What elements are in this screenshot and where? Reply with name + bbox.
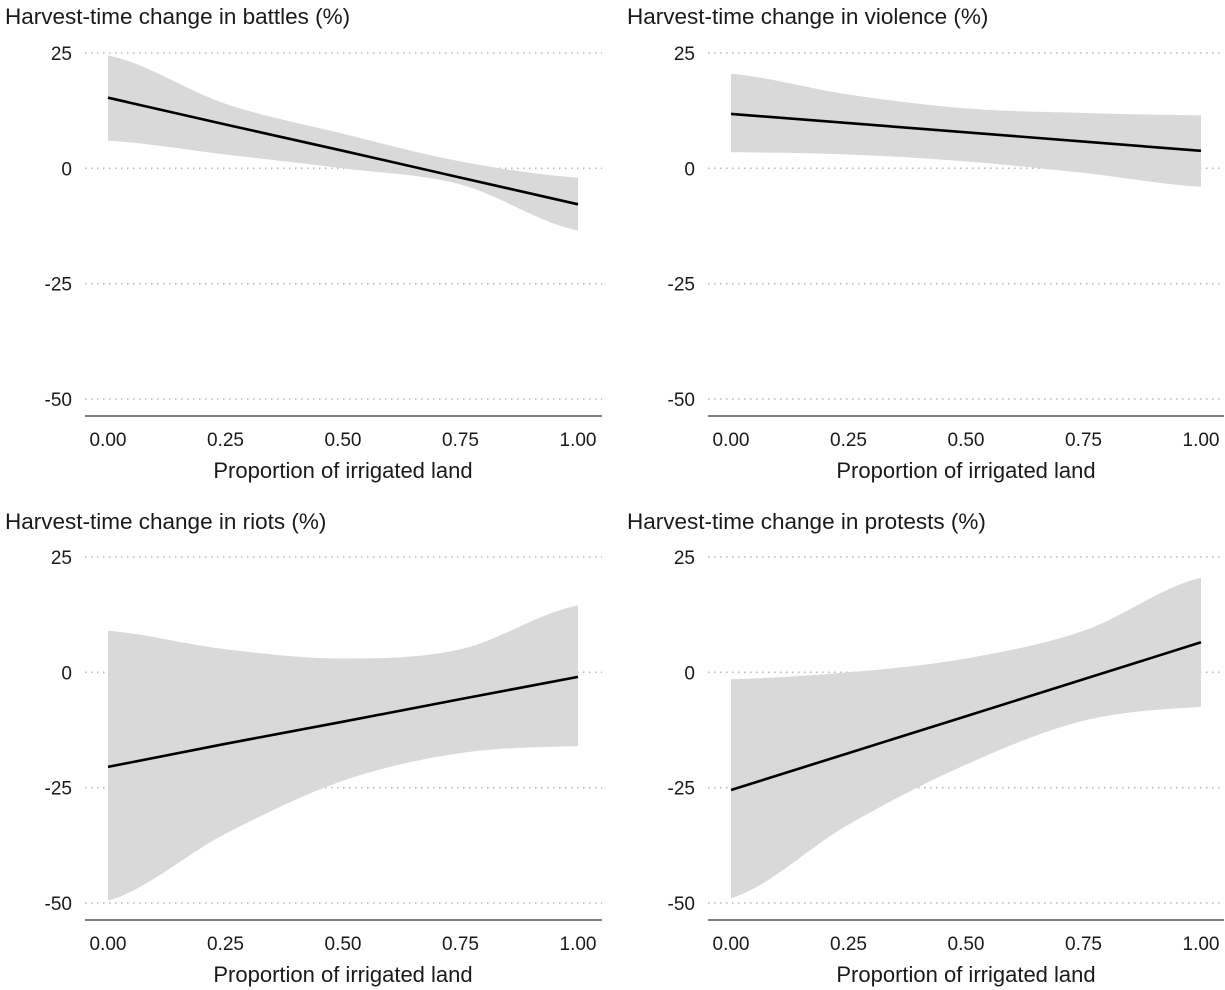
panel-3: Harvest-time change in riots (%) 25 0 -25 -5… (5, 509, 602, 987)
y-tick-label: 25 (674, 44, 695, 65)
x-tick-label: 0.75 (1065, 430, 1102, 451)
y-tick-label: -50 (668, 894, 695, 915)
x-tick-label: 1.00 (1183, 934, 1220, 955)
x-tick-label: 0.25 (207, 934, 244, 955)
x-tick-label: 0.25 (830, 430, 867, 451)
series-line (107, 96, 579, 206)
confidence-band (108, 605, 578, 901)
y-tick-label: 0 (684, 663, 695, 684)
x-tick-label: 0.00 (713, 430, 750, 451)
x-tick-label: 1.00 (560, 430, 597, 451)
confidence-band (731, 73, 1201, 187)
series-line (730, 641, 1202, 792)
x-tick-label: 0.75 (442, 430, 479, 451)
y-tick-label: 25 (51, 548, 72, 569)
series-line (107, 675, 579, 769)
x-tick-label: 0.25 (207, 430, 244, 451)
confidence-band (731, 577, 1201, 899)
y-tick-label: 0 (61, 663, 72, 684)
panel-1: Harvest-time change in battles (%) 25 0 -25… (5, 4, 602, 483)
x-tick-label: 0.00 (713, 934, 750, 955)
y-tick-label: -25 (45, 779, 72, 800)
y-tick-label: 25 (51, 44, 72, 65)
y-tick-label: 0 (684, 159, 695, 180)
y-tick-label: -50 (668, 390, 695, 411)
x-tick-label: 0.50 (948, 430, 985, 451)
chart-title: Harvest-time change in protests (%) (627, 509, 986, 534)
x-tick-label: 0.25 (830, 934, 867, 955)
x-tick-label: 0.00 (90, 430, 127, 451)
panel-2: Harvest-time change in violence (%) 25 0 -2… (627, 4, 1224, 483)
y-tick-label: -50 (45, 894, 72, 915)
x-tick-label: 1.00 (1183, 430, 1220, 451)
confidence-band (108, 55, 578, 231)
panel-4: Harvest-time change in protests (%) 25 0 -2… (627, 509, 1224, 987)
y-tick-label: -50 (45, 390, 72, 411)
y-tick-label: 0 (61, 159, 72, 180)
x-tick-label: 0.75 (1065, 934, 1102, 955)
x-tick-label: 0.50 (325, 934, 362, 955)
x-tick-label: 0.50 (325, 430, 362, 451)
y-tick-label: -25 (668, 779, 695, 800)
y-tick-label: 25 (674, 548, 695, 569)
chart-title: Harvest-time change in riots (%) (5, 509, 326, 534)
chart-title: Harvest-time change in violence (%) (627, 4, 988, 29)
x-axis-label: Proportion of irrigated land (836, 962, 1095, 987)
y-tick-label: -25 (45, 275, 72, 296)
y-tick-label: -25 (668, 275, 695, 296)
x-tick-label: 0.50 (948, 934, 985, 955)
chart-title: Harvest-time change in battles (%) (5, 4, 350, 29)
x-axis-label: Proportion of irrigated land (213, 962, 472, 987)
series-line (730, 112, 1202, 153)
x-axis-label: Proportion of irrigated land (836, 458, 1095, 483)
x-tick-label: 1.00 (560, 934, 597, 955)
x-tick-label: 0.75 (442, 934, 479, 955)
x-tick-label: 0.00 (90, 934, 127, 955)
x-axis-label: Proportion of irrigated land (213, 458, 472, 483)
